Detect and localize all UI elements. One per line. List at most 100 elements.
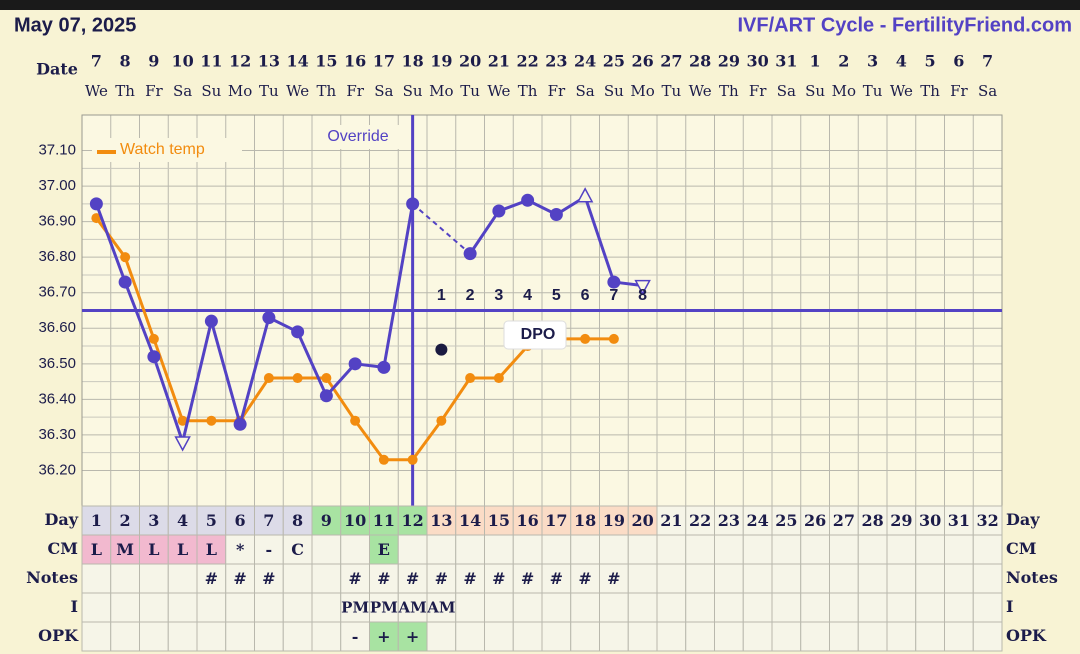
table-cell (886, 563, 917, 594)
table-cell (426, 505, 457, 536)
table-cell (311, 592, 342, 623)
temp-point (350, 415, 361, 426)
y-tick-label: 37.10 (38, 142, 76, 159)
table-cell (886, 621, 917, 652)
cell-text: # (492, 569, 505, 588)
table-cell (829, 563, 859, 594)
temp-point (378, 454, 389, 465)
table-cell (455, 534, 485, 565)
table-cell (570, 563, 600, 594)
temp-point (204, 314, 218, 328)
weekday: Fr (145, 82, 163, 100)
table-cell (110, 534, 140, 565)
table-cell (167, 592, 198, 623)
table-cell (685, 621, 715, 652)
temp-point (91, 213, 102, 224)
y-tick-label: 36.70 (38, 284, 76, 301)
table-cell (771, 621, 802, 652)
table-cell (167, 621, 198, 652)
weekday: Fr (950, 82, 968, 100)
weekday: We (286, 82, 309, 100)
cell-text: 25 (775, 511, 797, 530)
dpo-label: 5 (552, 287, 561, 304)
cell-text: 9 (321, 511, 332, 530)
table-cell (484, 534, 514, 565)
dpo-title: DPO (521, 326, 556, 343)
cell-text: 30 (919, 511, 941, 530)
table-cell (570, 534, 600, 565)
weekday: We (85, 82, 108, 100)
table-cell (541, 534, 572, 565)
cell-text: 18 (574, 511, 596, 530)
weekday: Sa (173, 82, 192, 100)
chart-date: May 07, 2025 (14, 14, 136, 36)
table-cell (282, 505, 313, 536)
cell-text: # (406, 569, 419, 588)
table-cell (397, 592, 428, 623)
date-number: 19 (430, 52, 452, 71)
weekday: We (487, 82, 510, 100)
table-cell (81, 621, 112, 652)
table-cell (972, 534, 1003, 565)
date-number: 17 (373, 52, 395, 71)
table-cell (254, 534, 284, 565)
temp-point (321, 373, 332, 384)
gap-line (411, 203, 471, 255)
date-number: 7 (982, 52, 993, 71)
table-cell (139, 563, 169, 594)
table-cell (81, 563, 112, 594)
row-label: I (71, 597, 78, 616)
weekday: Sa (374, 82, 393, 100)
table-cell (397, 621, 428, 652)
table-cell (512, 592, 543, 623)
dpo-label: 2 (466, 287, 475, 304)
table-cell (484, 592, 514, 623)
table-cell (944, 505, 974, 536)
table-cell (742, 534, 773, 565)
cell-text: L (91, 540, 102, 559)
table-cell (397, 534, 428, 565)
cell-text: AM (398, 599, 427, 617)
dpo-label: 6 (581, 287, 590, 304)
temp-point (292, 373, 303, 384)
table-cell (886, 534, 917, 565)
date-number: 29 (718, 52, 740, 71)
cell-text: 26 (804, 511, 826, 530)
cell-text: 32 (976, 511, 998, 530)
date-number: 13 (258, 52, 280, 71)
date-number: 15 (315, 52, 337, 71)
date-number: 18 (401, 52, 423, 71)
date-number: 21 (488, 52, 510, 71)
date-number: 4 (896, 52, 907, 71)
table-cell (800, 505, 830, 536)
cell-text: + (377, 627, 390, 646)
weekday: We (890, 82, 913, 100)
table-cell (627, 563, 658, 594)
legend-label: Watch temp (120, 141, 205, 158)
table-cell (829, 621, 859, 652)
table-cell (196, 505, 227, 536)
cell-text: 20 (631, 511, 653, 530)
table-cell (167, 563, 198, 594)
table-cell (714, 592, 744, 623)
table-cell (599, 592, 629, 623)
weekday: Sa (978, 82, 997, 100)
cell-text: # (607, 569, 620, 588)
cell-text: AM (426, 599, 455, 617)
cell-text: 12 (401, 511, 423, 530)
table-cell (800, 592, 830, 623)
weekday: Th (518, 82, 538, 100)
weekday: Mo (228, 82, 252, 100)
cell-text: 14 (459, 511, 481, 530)
weekday: Tu (259, 82, 279, 100)
cell-text: 2 (120, 511, 131, 530)
date-number: 1 (810, 52, 821, 71)
cell-text: 6 (235, 511, 246, 530)
date-number: 28 (689, 52, 711, 71)
date-number: 16 (344, 52, 366, 71)
table-cell (972, 505, 1003, 536)
cell-text: M (116, 540, 134, 559)
table-cell (196, 563, 227, 594)
table-cell (627, 621, 658, 652)
weekday: Su (403, 82, 423, 100)
